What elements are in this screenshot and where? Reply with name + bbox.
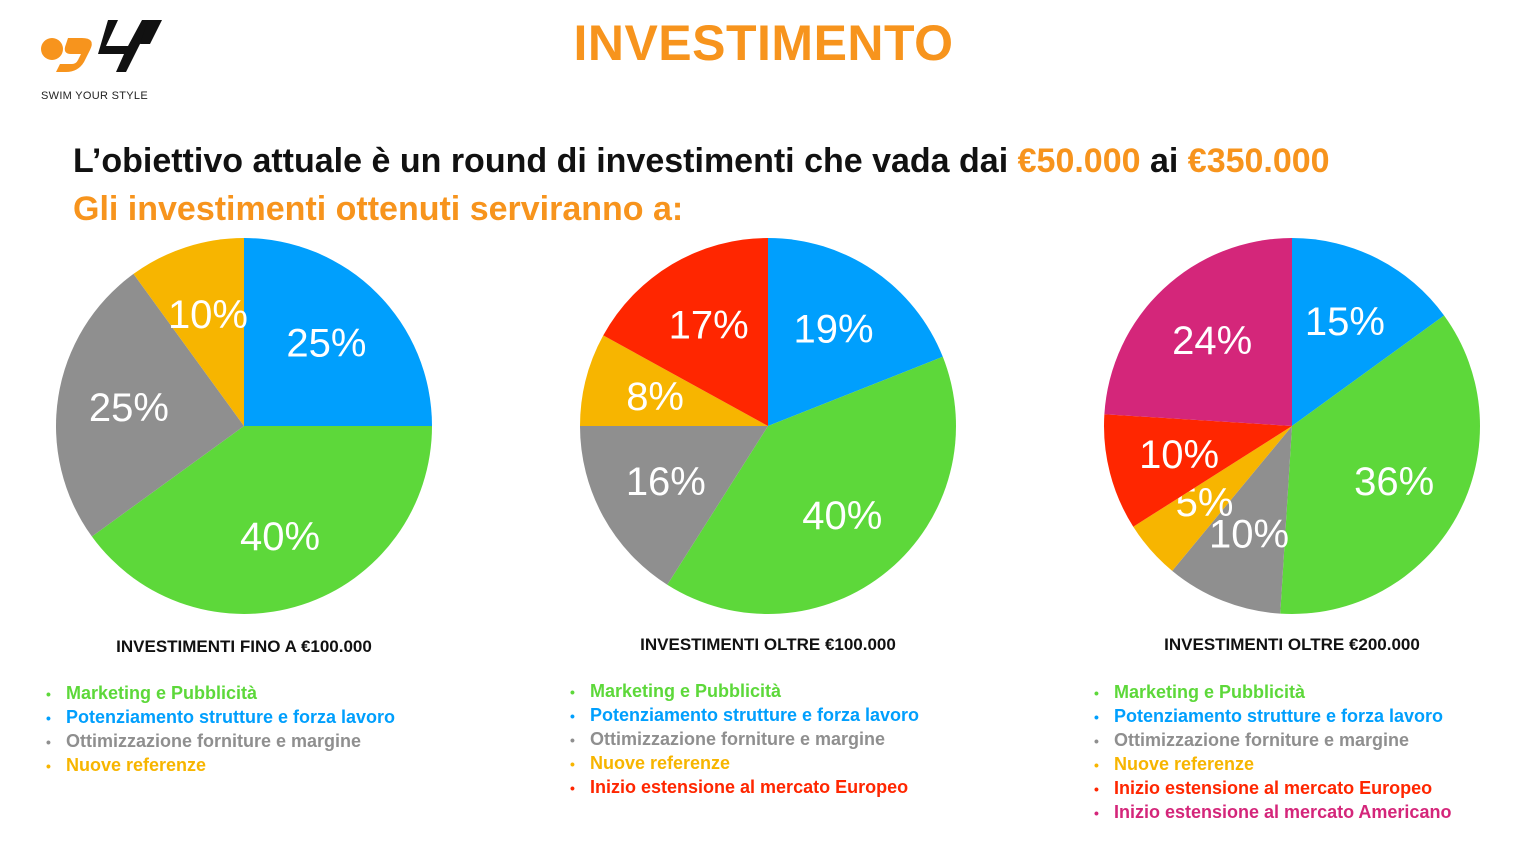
- chart-title-2: INVESTIMENTI OLTRE €100.000: [640, 635, 896, 654]
- legend-1-item-3: • Ottimizzazione forniture e margine: [46, 730, 395, 754]
- legend-1-item-1: • Marketing e Pubblicità: [46, 682, 395, 706]
- legend-1-item-1-label: Marketing e Pubblicità: [66, 683, 258, 703]
- legend-3-item-6-label: Inizio estensione al mercato Americano: [1114, 802, 1452, 822]
- legend-2-item-5: • Inizio estensione al mercato Europeo: [570, 776, 919, 800]
- legend-2-item-1: • Marketing e Pubblicità: [570, 680, 919, 704]
- bullet-icon: •: [1094, 685, 1099, 701]
- pie-2-slice-3-label: 16%: [626, 460, 706, 504]
- pie-1-slice-3: [56, 273, 245, 537]
- legend-2-item-4-label: Nuove referenze: [590, 753, 731, 773]
- legend-2-item-3: • Ottimizzazione forniture e margine: [570, 728, 919, 752]
- bullet-icon: •: [1094, 709, 1099, 725]
- pie-3-slice-3-label: 10%: [1209, 512, 1289, 556]
- bullet-icon: •: [570, 684, 575, 700]
- page-title: INVESTIMENTO: [573, 15, 954, 71]
- pie-1-slice-1: [244, 238, 432, 426]
- pie-2-slice-2: [667, 356, 956, 614]
- legend-1-item-3-label: Ottimizzazione forniture e margine: [66, 731, 362, 751]
- legend-3-item-2-label: Potenziamento strutture e forza lavoro: [1114, 706, 1444, 726]
- legend-2-item-2-label: Potenziamento strutture e forza lavoro: [590, 705, 920, 725]
- pie-2-slice-5-label: 17%: [669, 304, 749, 348]
- legend-3-item-3: • Ottimizzazione forniture e margine: [1094, 729, 1451, 753]
- pie-3-slice-2: [1280, 315, 1480, 614]
- bullet-icon: •: [46, 686, 51, 702]
- pie-3-slice-4: [1133, 426, 1292, 571]
- pie-1-slice-2: [91, 426, 433, 614]
- legend-3-item-5: • Inizio estensione al mercato Europeo: [1094, 777, 1451, 801]
- pie-2-slice-2-label: 40%: [802, 494, 882, 538]
- legend-3-item-2: • Potenziamento strutture e forza lavoro: [1094, 705, 1451, 729]
- legend-1-item-2-label: Potenziamento strutture e forza lavoro: [66, 707, 396, 727]
- legend-3-item-4: • Nuove referenze: [1094, 753, 1451, 777]
- legend-3-item-4-label: Nuove referenze: [1114, 754, 1255, 774]
- legend-1-item-4: • Nuove referenze: [46, 754, 395, 778]
- bullet-icon: •: [46, 734, 51, 750]
- pie-3-slice-6-label: 24%: [1172, 319, 1252, 363]
- legend-2-item-5-label: Inizio estensione al mercato Europeo: [590, 777, 909, 797]
- bullet-icon: •: [46, 710, 51, 726]
- bullet-icon: •: [570, 708, 575, 724]
- legend-1-item-2: • Potenziamento strutture e forza lavoro: [46, 706, 395, 730]
- pie-1-slice-4: [133, 238, 244, 426]
- subheadline: Gli investimenti ottenuti serviranno a:: [73, 190, 684, 228]
- legend-2-item-2: • Potenziamento strutture e forza lavoro: [570, 704, 919, 728]
- legend-3-item-5-label: Inizio estensione al mercato Europeo: [1114, 778, 1433, 798]
- brand-logo: SWIM YOUR STYLE: [38, 16, 178, 106]
- legend-3-item-1: • Marketing e Pubblicità: [1094, 681, 1451, 705]
- bullet-icon: •: [1094, 805, 1099, 821]
- legend-2-item-4: • Nuove referenze: [570, 752, 919, 776]
- pie-3-slice-5-label: 10%: [1139, 433, 1219, 477]
- legend-1-item-4-label: Nuove referenze: [66, 755, 207, 775]
- headline-middle: ai: [1140, 142, 1188, 180]
- chart-title-3: INVESTIMENTI OLTRE €200.000: [1164, 635, 1420, 654]
- pie-3-slice-6: [1104, 238, 1292, 426]
- pie-2-slice-5: [603, 238, 768, 426]
- bullet-icon: •: [570, 780, 575, 796]
- legend-2-item-3-label: Ottimizzazione forniture e margine: [590, 729, 886, 749]
- pie-2-slice-4: [580, 335, 768, 426]
- chart-title-1: INVESTIMENTI FINO A €100.000: [116, 637, 372, 656]
- headline-amount-to: €350.000: [1187, 142, 1330, 180]
- bullet-icon: •: [570, 756, 575, 772]
- pie-2-slice-4-label: 8%: [626, 375, 684, 419]
- pie-3-slice-1: [1292, 238, 1445, 426]
- legend-3-item-6: • Inizio estensione al mercato Americano: [1094, 801, 1451, 825]
- pie-chart-2: 19% 40% 16% 8% 17%: [580, 238, 956, 614]
- pie-1-slice-2-label: 40%: [240, 515, 320, 559]
- pie-1-slice-1-label: 25%: [286, 322, 366, 366]
- pie-3-slice-5: [1104, 414, 1292, 527]
- legend-3: • Marketing e Pubblicità • Potenziamento st…: [1094, 681, 1451, 825]
- legend-1: • Marketing e Pubblicità • Potenziamento st…: [46, 682, 395, 778]
- legend-2: • Marketing e Pubblicità • Potenziamento st…: [570, 680, 919, 800]
- pie-1-slice-4-label: 10%: [168, 293, 248, 337]
- bullet-icon: •: [570, 732, 575, 748]
- pie-3-slice-3: [1172, 426, 1292, 614]
- headline: L’obiettivo attuale è un round di invest…: [73, 142, 1330, 181]
- legend-2-item-1-label: Marketing e Pubblicità: [590, 681, 782, 701]
- pie-2-slice-3: [580, 426, 768, 585]
- pie-chart-1: 25% 40% 25% 10%: [56, 238, 433, 614]
- pie-chart-3: 15%36%10%5%10%24%: [1104, 238, 1480, 614]
- pie-1-slice-3-label: 25%: [89, 386, 169, 430]
- logo-tagline: SWIM YOUR STYLE: [41, 90, 148, 102]
- bullet-icon: •: [1094, 757, 1099, 773]
- headline-prefix: L’obiettivo attuale è un round di invest…: [73, 142, 1018, 180]
- logo-mark-icon: [41, 20, 162, 72]
- bullet-icon: •: [1094, 781, 1099, 797]
- bullet-icon: •: [46, 758, 51, 774]
- bullet-icon: •: [1094, 733, 1099, 749]
- headline-amount-from: €50.000: [1017, 142, 1141, 180]
- pie-3-slice-1-label: 15%: [1305, 300, 1385, 344]
- pie-3-slice-2-label: 36%: [1354, 460, 1434, 504]
- pie-2-slice-1-label: 19%: [793, 308, 873, 352]
- legend-3-item-3-label: Ottimizzazione forniture e margine: [1114, 730, 1410, 750]
- pie-2-slice-1: [768, 238, 943, 426]
- legend-3-item-1-label: Marketing e Pubblicità: [1114, 682, 1306, 702]
